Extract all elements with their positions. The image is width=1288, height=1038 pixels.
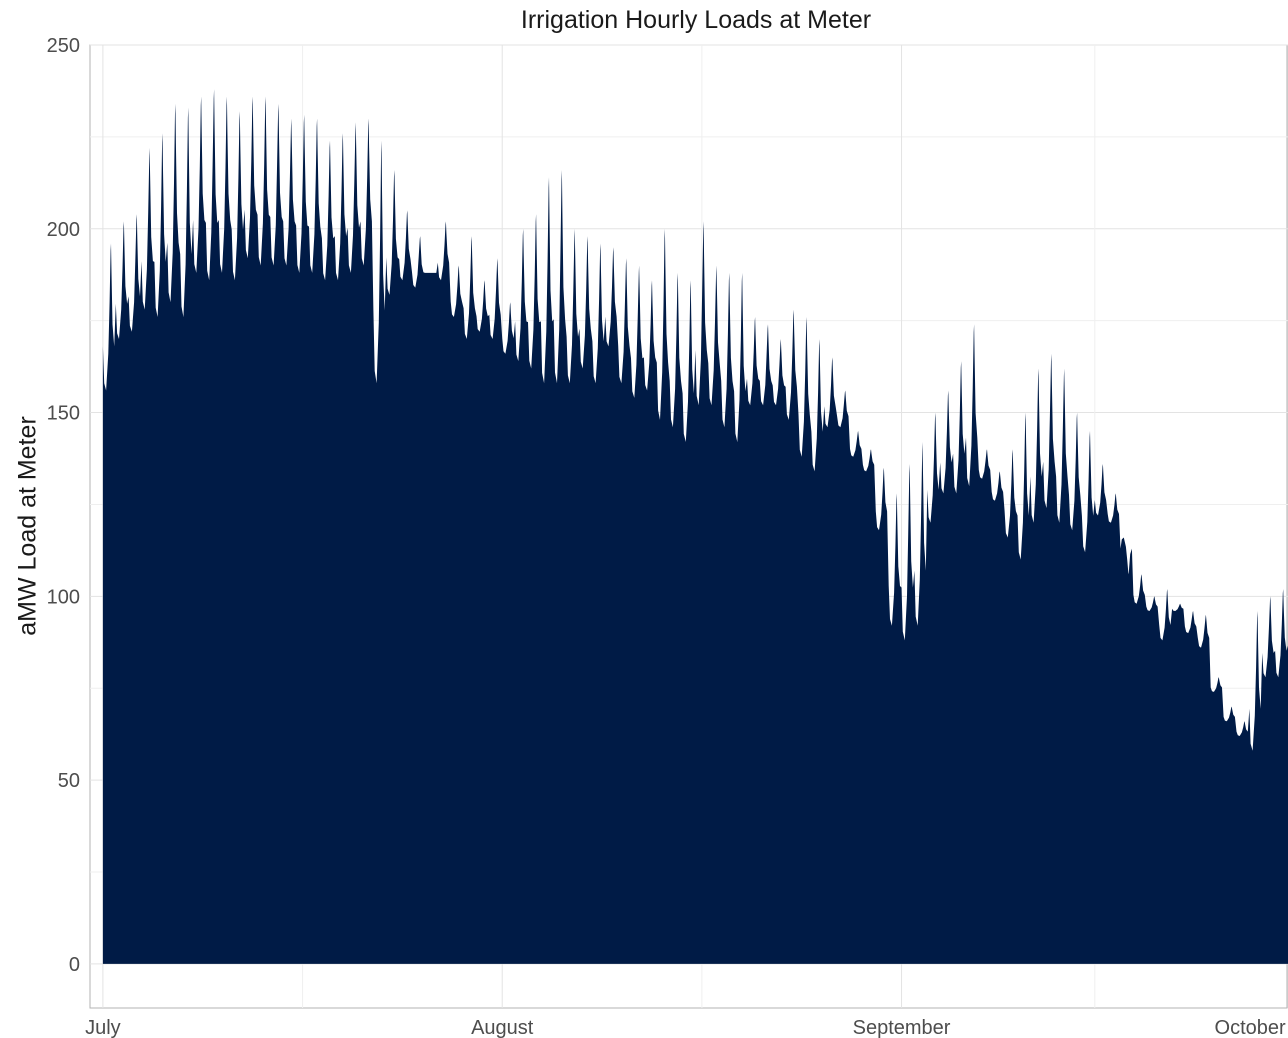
y-tick-label: 100 [47,586,80,608]
x-tick-label: July [85,1017,121,1038]
y-tick-label: 0 [69,954,80,976]
y-tick-label: 200 [47,219,80,241]
series-area [102,89,1288,964]
x-tick-label: September [853,1017,951,1038]
y-tick-label: 150 [47,403,80,425]
y-tick-label: 50 [58,770,80,792]
chart-title: Irrigation Hourly Loads at Meter [520,6,872,34]
x-tick-label: August [471,1017,534,1038]
y-tick-label: 250 [47,35,80,57]
x-tick-label: October [1215,1017,1286,1038]
